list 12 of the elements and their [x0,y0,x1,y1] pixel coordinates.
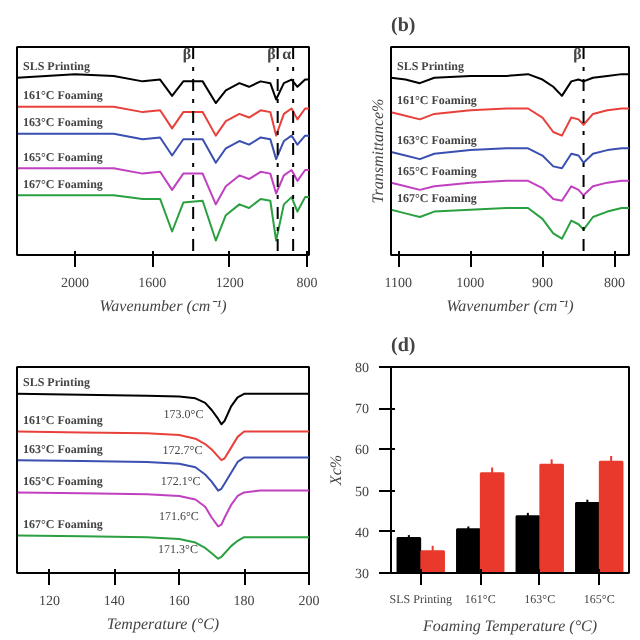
ref-line-label: β [573,45,582,64]
chart-title: (b) [391,15,416,37]
y-axis-title: Transmittance% [369,97,387,204]
ref-line-label: β [267,45,276,64]
chart-title: (d) [391,335,416,357]
y-axis-title: Xc% [327,454,345,488]
x-axis-title: Wavenumber (cm⁻¹) [99,297,228,315]
ref-line-label: β [182,45,192,64]
x-axis-title: Foaming Temperature (°C) [420,617,598,635]
x-axis-title: Temperature (°C) [106,615,220,633]
ref-line-label: α [282,45,293,64]
x-axis-title: Wavenumber (cm⁻¹) [446,297,575,315]
